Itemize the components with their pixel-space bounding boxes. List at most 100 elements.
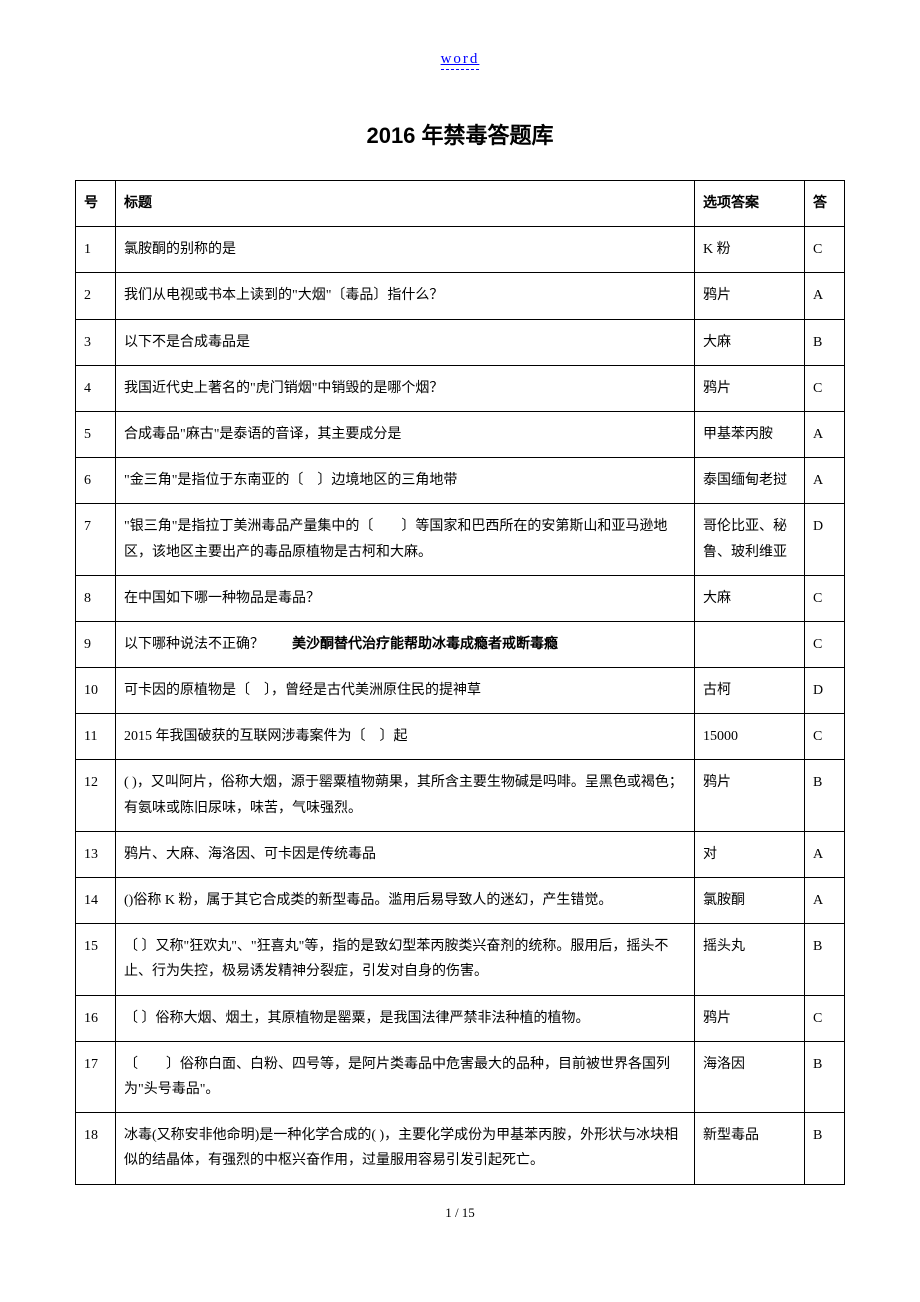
cell-num: 7 [76, 504, 116, 575]
cell-key: A [805, 878, 845, 924]
header-link-text[interactable]: word [441, 51, 480, 70]
cell-num: 8 [76, 575, 116, 621]
table-row: 112015 年我国破获的互联网涉毒案件为〔 〕起15000C [76, 714, 845, 760]
table-row: 18冰毒(又称安非他命明)是一种化学合成的( )，主要化学成份为甲基苯丙胺，外形… [76, 1113, 845, 1184]
cell-key: C [805, 621, 845, 667]
cell-title: 以下哪种说法不正确？ 美沙酮替代治疗能帮助冰毒成瘾者戒断毒瘾 [116, 621, 695, 667]
cell-answer: 鸦片 [695, 365, 805, 411]
cell-answer: 对 [695, 831, 805, 877]
cell-answer: 泰国缅甸老挝 [695, 458, 805, 504]
cell-title: 在中国如下哪一种物品是毒品？ [116, 575, 695, 621]
cell-title: 我们从电视或书本上读到的"大烟"〔毒品〕指什么？ [116, 273, 695, 319]
cell-answer: 新型毒品 [695, 1113, 805, 1184]
cell-num: 11 [76, 714, 116, 760]
table-row: 14()俗称 K 粉，属于其它合成类的新型毒品。滥用后易导致人的迷幻，产生错觉。… [76, 878, 845, 924]
table-row: 17〔 〕俗称白面、白粉、四号等，是阿片类毒品中危害最大的品种，目前被世界各国列… [76, 1041, 845, 1112]
cell-key: B [805, 319, 845, 365]
cell-answer: 氯胺酮 [695, 878, 805, 924]
table-row: 12( )，又叫阿片，俗称大烟，源于罂粟植物蒴果，其所含主要生物碱是吗啡。呈黑色… [76, 760, 845, 831]
header-key: 答 [805, 181, 845, 227]
cell-key: C [805, 995, 845, 1041]
table-row: 4我国近代史上著名的"虎门销烟"中销毁的是哪个烟？鸦片C [76, 365, 845, 411]
cell-title: 可卡因的原植物是〔 〕，曾经是古代美洲原住民的提神草 [116, 668, 695, 714]
cell-answer: 古柯 [695, 668, 805, 714]
cell-answer: 摇头丸 [695, 924, 805, 995]
header-num: 号 [76, 181, 116, 227]
cell-answer [695, 621, 805, 667]
table-row: 2我们从电视或书本上读到的"大烟"〔毒品〕指什么？鸦片A [76, 273, 845, 319]
cell-key: D [805, 504, 845, 575]
page-title: 2016 年禁毒答题库 [75, 118, 845, 150]
cell-title: 〔 〕俗称大烟、烟土，其原植物是罂粟，是我国法律严禁非法种植的植物。 [116, 995, 695, 1041]
header-answer: 选项答案 [695, 181, 805, 227]
cell-key: A [805, 831, 845, 877]
table-row: 9以下哪种说法不正确？ 美沙酮替代治疗能帮助冰毒成瘾者戒断毒瘾 C [76, 621, 845, 667]
cell-title: 氯胺酮的别称的是 [116, 227, 695, 273]
cell-title: 合成毒品"麻古"是泰语的音译，其主要成分是 [116, 411, 695, 457]
table-row: 16〔 〕俗称大烟、烟土，其原植物是罂粟，是我国法律严禁非法种植的植物。鸦片C [76, 995, 845, 1041]
cell-key: B [805, 1041, 845, 1112]
cell-key: C [805, 575, 845, 621]
table-header-row: 号 标题 选项答案 答 [76, 181, 845, 227]
cell-title: ( )，又叫阿片，俗称大烟，源于罂粟植物蒴果，其所含主要生物碱是吗啡。呈黑色或褐… [116, 760, 695, 831]
cell-num: 10 [76, 668, 116, 714]
cell-answer: 鸦片 [695, 273, 805, 319]
cell-num: 13 [76, 831, 116, 877]
table-row: 7"银三角"是指拉丁美洲毒品产量集中的〔 〕等国家和巴西所在的安第斯山和亚马逊地… [76, 504, 845, 575]
table-row: 1氯胺酮的别称的是K 粉C [76, 227, 845, 273]
cell-key: B [805, 760, 845, 831]
cell-answer: 15000 [695, 714, 805, 760]
header-title: 标题 [116, 181, 695, 227]
cell-num: 12 [76, 760, 116, 831]
page-number: 1 / 15 [445, 1205, 475, 1220]
table-row: 10可卡因的原植物是〔 〕，曾经是古代美洲原住民的提神草古柯D [76, 668, 845, 714]
cell-num: 6 [76, 458, 116, 504]
cell-num: 15 [76, 924, 116, 995]
cell-title: 鸦片、大麻、海洛因、可卡因是传统毒品 [116, 831, 695, 877]
cell-num: 18 [76, 1113, 116, 1184]
cell-title: 〔 〕又称"狂欢丸"、"狂喜丸"等，指的是致幻型苯丙胺类兴奋剂的统称。服用后，摇… [116, 924, 695, 995]
cell-title: ()俗称 K 粉，属于其它合成类的新型毒品。滥用后易导致人的迷幻，产生错觉。 [116, 878, 695, 924]
header-link: word [75, 50, 845, 68]
table-row: 5合成毒品"麻古"是泰语的音译，其主要成分是甲基苯丙胺A [76, 411, 845, 457]
cell-title: 2015 年我国破获的互联网涉毒案件为〔 〕起 [116, 714, 695, 760]
cell-key: A [805, 273, 845, 319]
cell-answer: 鸦片 [695, 760, 805, 831]
cell-key: C [805, 227, 845, 273]
cell-key: A [805, 411, 845, 457]
cell-key: B [805, 1113, 845, 1184]
cell-title: 〔 〕俗称白面、白粉、四号等，是阿片类毒品中危害最大的品种，目前被世界各国列为"… [116, 1041, 695, 1112]
cell-answer: 甲基苯丙胺 [695, 411, 805, 457]
cell-num: 17 [76, 1041, 116, 1112]
cell-key: A [805, 458, 845, 504]
cell-title: 以下不是合成毒品是 [116, 319, 695, 365]
cell-num: 16 [76, 995, 116, 1041]
cell-title: 冰毒(又称安非他命明)是一种化学合成的( )，主要化学成份为甲基苯丙胺，外形状与… [116, 1113, 695, 1184]
cell-num: 4 [76, 365, 116, 411]
cell-key: B [805, 924, 845, 995]
cell-key: C [805, 714, 845, 760]
cell-num: 9 [76, 621, 116, 667]
table-row: 6"金三角"是指位于东南亚的〔 〕边境地区的三角地带泰国缅甸老挝A [76, 458, 845, 504]
cell-num: 5 [76, 411, 116, 457]
cell-num: 14 [76, 878, 116, 924]
cell-answer: K 粉 [695, 227, 805, 273]
page-footer: 1 / 15 [75, 1205, 845, 1221]
cell-answer: 大麻 [695, 575, 805, 621]
cell-answer: 哥伦比亚、秘鲁、玻利维亚 [695, 504, 805, 575]
cell-title: "金三角"是指位于东南亚的〔 〕边境地区的三角地带 [116, 458, 695, 504]
cell-num: 3 [76, 319, 116, 365]
table-row: 13鸦片、大麻、海洛因、可卡因是传统毒品对A [76, 831, 845, 877]
title-prefix: 以下哪种说法不正确？ [124, 637, 292, 652]
table-row: 8在中国如下哪一种物品是毒品？大麻C [76, 575, 845, 621]
qa-table: 号 标题 选项答案 答 1氯胺酮的别称的是K 粉C2我们从电视或书本上读到的"大… [75, 180, 845, 1185]
cell-title: 我国近代史上著名的"虎门销烟"中销毁的是哪个烟？ [116, 365, 695, 411]
cell-key: C [805, 365, 845, 411]
table-row: 3以下不是合成毒品是大麻B [76, 319, 845, 365]
cell-answer: 鸦片 [695, 995, 805, 1041]
cell-title: "银三角"是指拉丁美洲毒品产量集中的〔 〕等国家和巴西所在的安第斯山和亚马逊地区… [116, 504, 695, 575]
table-row: 15〔 〕又称"狂欢丸"、"狂喜丸"等，指的是致幻型苯丙胺类兴奋剂的统称。服用后… [76, 924, 845, 995]
cell-key: D [805, 668, 845, 714]
cell-num: 1 [76, 227, 116, 273]
cell-answer: 海洛因 [695, 1041, 805, 1112]
